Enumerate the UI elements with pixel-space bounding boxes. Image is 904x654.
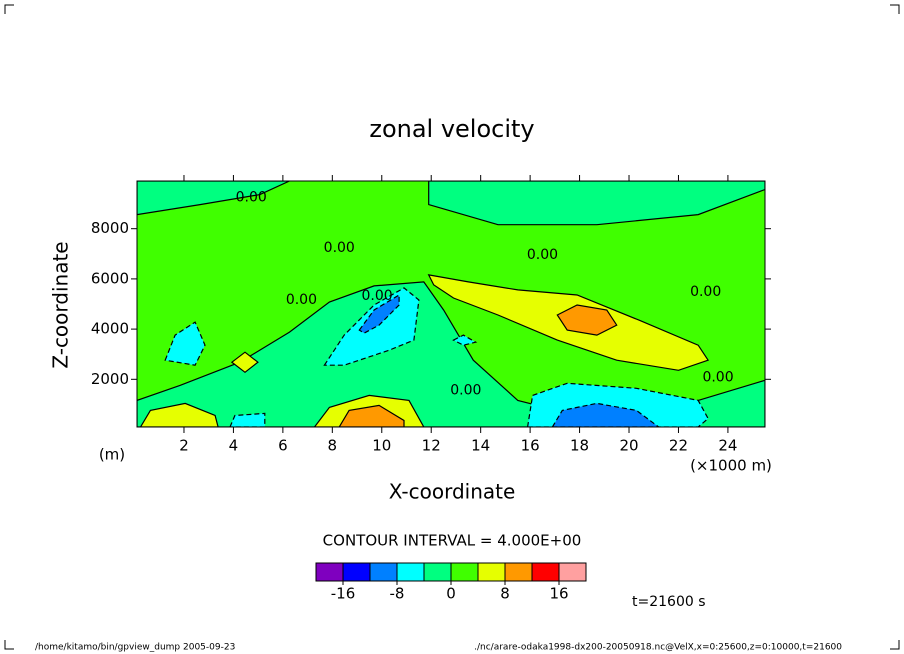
contour-label: 0.00 — [690, 284, 721, 300]
x-tick-label: 14 — [471, 437, 490, 455]
colorbar-cell — [342, 562, 371, 582]
contour-interval: CONTOUR INTERVAL = 4.000E+00 — [323, 532, 582, 550]
contour-label: 0.00 — [361, 288, 392, 304]
x-tick-label: 20 — [619, 437, 638, 455]
contour-region — [137, 181, 290, 216]
contour-label: 0.00 — [527, 247, 558, 263]
x-tick-label: 8 — [328, 437, 338, 455]
contour-region — [551, 402, 660, 427]
colorbar-cell — [423, 562, 452, 582]
colorbar-cell — [369, 562, 398, 582]
y-tick-label: 8000 — [91, 219, 129, 237]
contour-region — [139, 402, 219, 427]
x-tick-label: 16 — [521, 437, 540, 455]
y-axis-label: Z-coordinate — [49, 241, 73, 368]
contour-region — [358, 293, 400, 334]
colorbar-tick-label: -16 — [331, 585, 356, 603]
time-label: t=21600 s — [632, 594, 706, 610]
contour-label: 0.00 — [702, 369, 733, 385]
contour-label: 0.00 — [324, 240, 355, 256]
colorbar-tick-label: 0 — [446, 585, 456, 603]
x-tick-label: 4 — [229, 437, 239, 455]
contour-label: 0.00 — [450, 382, 481, 398]
y-units: (m) — [99, 446, 125, 464]
corner-marks — [4, 4, 900, 650]
colorbar-cell — [531, 562, 560, 582]
contour-region — [338, 404, 405, 427]
contour-region — [164, 321, 206, 366]
contour-region — [556, 304, 618, 336]
contour-region — [137, 281, 765, 427]
contour-region — [229, 412, 266, 427]
x-tick-label: 10 — [372, 437, 391, 455]
plot-area: 0.00 0.00 0.00 0.00 0.00 0.00 0.00 0.00 — [137, 181, 765, 427]
x-tick-label: 18 — [570, 437, 589, 455]
contour-region — [452, 334, 478, 346]
y-tick-label: 2000 — [91, 370, 129, 388]
footer-left: /home/kitamo/bin/gpview_dump 2005-09-23 — [35, 643, 235, 653]
colorbar-cell — [315, 562, 344, 582]
contour-region — [230, 351, 259, 374]
plot-frame — [136, 180, 766, 428]
x-axis-label: X-coordinate — [389, 480, 516, 504]
x-tick-label: 24 — [718, 437, 737, 455]
colorbar-tick-label: 8 — [500, 585, 510, 603]
colorbar-cell — [450, 562, 479, 582]
x-tick-label: 22 — [669, 437, 688, 455]
contour-label: 0.00 — [236, 190, 267, 206]
colorbar-cell — [477, 562, 506, 582]
colorbar-cell — [504, 562, 533, 582]
colorbar-cell — [396, 562, 425, 582]
contour-region — [428, 181, 765, 226]
contour-label: 0.00 — [286, 292, 317, 308]
x-tick-label: 6 — [278, 437, 288, 455]
x-tick-label: 2 — [179, 437, 189, 455]
colorbar-tick-label: 16 — [549, 585, 568, 603]
colorbar-tick-label: -8 — [390, 585, 405, 603]
chart-title: zonal velocity — [369, 115, 534, 143]
x-tick-label: 12 — [422, 437, 441, 455]
y-tick-label: 6000 — [91, 269, 129, 287]
y-tick-label: 4000 — [91, 320, 129, 338]
footer-right: ./nc/arare-odaka1998-dx200-20050918.nc@V… — [474, 643, 842, 653]
x-units: (×1000 m) — [690, 457, 772, 475]
colorbar-cell — [558, 562, 587, 582]
